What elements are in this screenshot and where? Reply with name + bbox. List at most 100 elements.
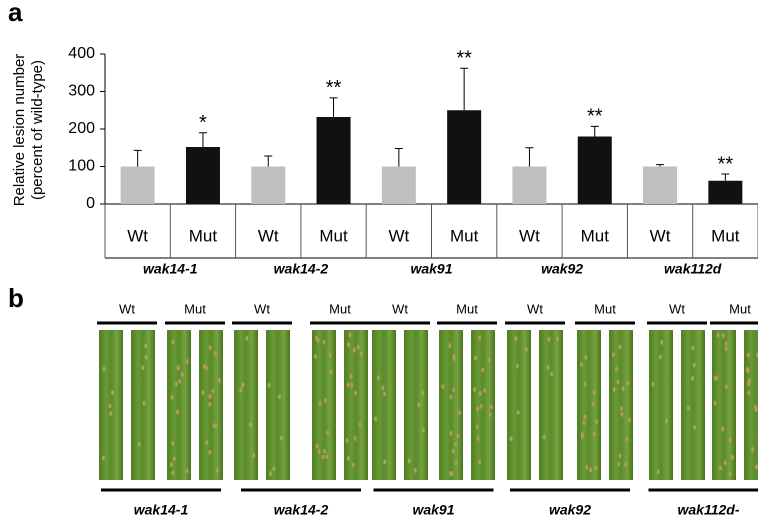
lesion <box>108 403 112 409</box>
lesion <box>452 387 456 393</box>
column-label: Mut <box>456 301 478 316</box>
group-label: wak91 <box>412 502 454 518</box>
lesion <box>144 343 148 349</box>
lesion <box>346 342 350 348</box>
lesion <box>747 378 751 384</box>
lesion <box>583 414 587 420</box>
lesion <box>542 434 546 440</box>
lesion <box>582 420 586 426</box>
y-tick-label: 300 <box>68 83 95 100</box>
lesion <box>488 412 492 418</box>
lesion <box>595 419 599 425</box>
lesion <box>208 394 212 400</box>
lesion <box>101 455 105 461</box>
group-label: wak14-2 <box>274 261 329 277</box>
lesion <box>716 332 720 338</box>
lesion <box>350 382 354 388</box>
y-tick-label: 400 <box>68 45 95 62</box>
lesion <box>323 448 327 454</box>
lesion <box>452 356 456 362</box>
lesion <box>178 378 182 384</box>
lesion <box>205 365 209 371</box>
lesion <box>591 401 595 407</box>
group-label: wak14-2 <box>274 502 329 518</box>
column-label: Wt <box>669 301 685 316</box>
lesion <box>345 438 349 444</box>
lesion <box>755 464 758 470</box>
lesion <box>626 380 630 386</box>
lesion <box>665 418 669 424</box>
lesion <box>185 358 189 364</box>
lesion <box>211 388 215 394</box>
lesion <box>692 362 696 368</box>
lesion <box>589 467 593 473</box>
column-label: Mut <box>184 301 206 316</box>
lesion <box>248 422 252 428</box>
lesion <box>514 336 518 342</box>
lesion <box>624 461 628 467</box>
leaf <box>649 330 673 480</box>
leaf <box>131 330 155 480</box>
lesion <box>723 460 727 466</box>
lesion <box>170 394 174 400</box>
lesion <box>213 350 217 356</box>
lesion <box>617 461 621 467</box>
lesion <box>329 369 333 375</box>
lesion <box>137 441 141 447</box>
lesion <box>580 431 584 437</box>
lesion <box>473 386 477 392</box>
bar <box>643 166 678 204</box>
lesion <box>627 417 631 423</box>
lesion <box>592 431 596 437</box>
panel-label: a <box>8 0 23 27</box>
lesion <box>746 352 750 358</box>
lesion <box>724 346 728 352</box>
lesion <box>141 365 145 371</box>
lesion <box>326 430 330 436</box>
lesion <box>448 471 452 477</box>
y-axis-label: (percent of wild-type) <box>29 60 46 200</box>
leaf <box>167 330 191 480</box>
lesion <box>413 467 417 473</box>
bar <box>381 166 416 204</box>
column-label: Mut <box>729 301 751 316</box>
lesion <box>376 375 380 381</box>
lesion <box>421 427 425 433</box>
lesion <box>583 381 587 387</box>
lesion <box>612 387 616 393</box>
x-tick-label: Mut <box>450 226 479 245</box>
lesion <box>691 345 695 351</box>
significance-label: ** <box>326 77 342 99</box>
lesion <box>585 464 589 470</box>
lesion <box>174 381 178 387</box>
x-tick-label: Wt <box>650 226 671 245</box>
lesion <box>208 449 212 455</box>
lesion <box>728 471 732 477</box>
significance-label: ** <box>718 153 734 175</box>
column-label: Mut <box>594 301 616 316</box>
lesion <box>351 462 355 468</box>
lesion <box>349 373 353 379</box>
lesion <box>322 339 326 345</box>
lesion <box>509 436 513 442</box>
significance-label: ** <box>456 48 472 70</box>
leaf <box>266 330 290 480</box>
panel-label: b <box>8 283 24 313</box>
lesion <box>269 471 273 477</box>
group-label: wak14-1 <box>134 502 189 518</box>
lesion <box>550 371 554 377</box>
bar <box>185 147 220 204</box>
lesion <box>171 440 175 446</box>
leaf <box>439 330 463 480</box>
lesion <box>454 460 458 466</box>
lesion <box>718 465 722 471</box>
lesion <box>374 416 378 422</box>
lesion <box>356 344 360 350</box>
lesion <box>547 336 551 342</box>
lesion <box>592 390 596 396</box>
lesion <box>660 339 664 345</box>
lesion <box>208 401 212 407</box>
lesion <box>686 405 690 411</box>
lesion <box>353 435 357 441</box>
